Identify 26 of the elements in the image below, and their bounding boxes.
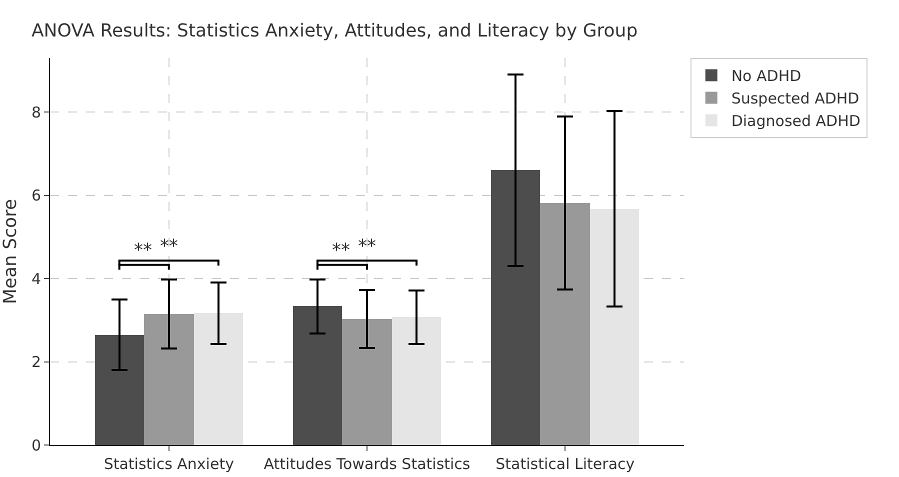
bar	[491, 170, 540, 445]
annotation: **	[332, 240, 350, 261]
bar	[342, 319, 392, 445]
bar	[392, 317, 441, 445]
legend-label: No ADHD	[731, 67, 802, 86]
bar	[540, 203, 590, 445]
bar	[293, 306, 342, 445]
chart-title: ANOVA Results: Statistics Anxiety, Attitudes, and Literacy by Group	[31, 20, 638, 42]
bar	[194, 313, 243, 445]
annotation: **	[160, 236, 178, 257]
y-tick-label: 4	[31, 270, 41, 288]
x-tick-label: Attitudes Towards Statistics	[264, 455, 470, 473]
bar	[95, 335, 144, 445]
x-tick-label: Statistics Anxiety	[104, 455, 234, 473]
y-tick-label: 0	[31, 436, 41, 454]
annotation: **	[358, 236, 376, 257]
y-tick-label: 2	[31, 353, 41, 372]
bar	[144, 314, 194, 445]
legend-label: Diagnosed ADHD	[731, 112, 860, 130]
x-tick-label: Statistical Literacy	[496, 455, 635, 473]
y-axis-title: Mean Score	[0, 198, 21, 304]
legend-label: Suspected ADHD	[731, 90, 860, 108]
y-tick-label: 6	[31, 186, 41, 205]
y-tick-label: 8	[31, 103, 41, 122]
annotation: **	[134, 240, 152, 261]
bar	[590, 209, 639, 445]
